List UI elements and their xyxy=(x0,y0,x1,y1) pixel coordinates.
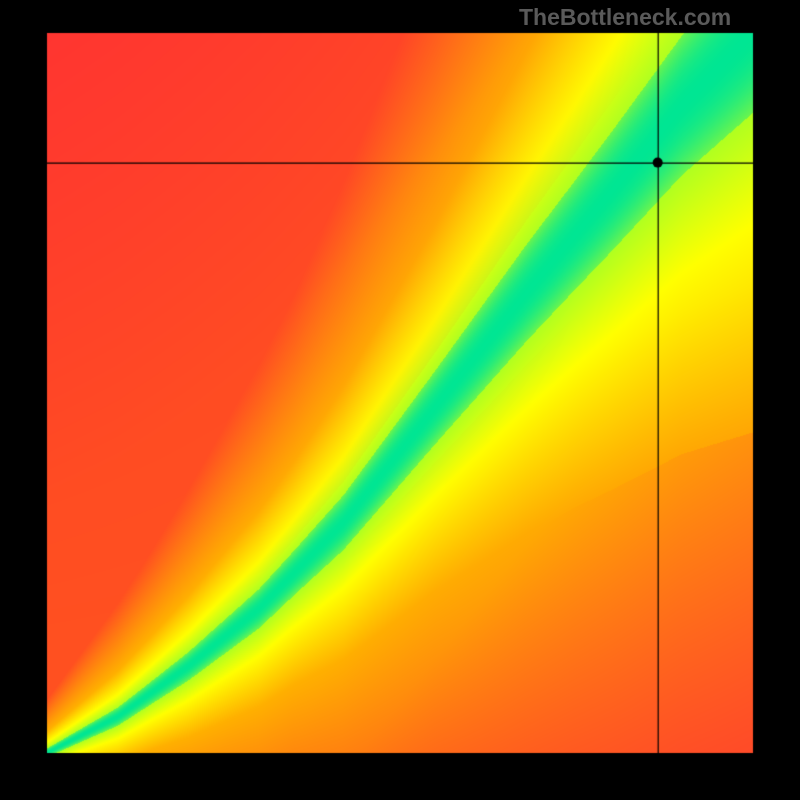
chart-container: TheBottleneck.com xyxy=(0,0,800,800)
heatmap-canvas xyxy=(0,0,800,800)
watermark-text: TheBottleneck.com xyxy=(519,4,731,31)
